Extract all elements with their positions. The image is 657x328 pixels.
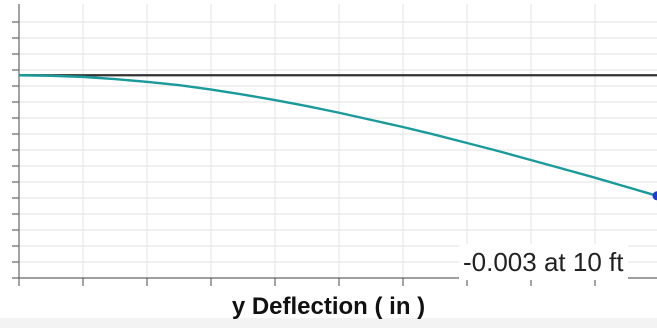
deflection-curve bbox=[18, 74, 657, 197]
end-point-marker bbox=[652, 191, 657, 201]
end-value-annotation: -0.003 at 10 ft bbox=[459, 244, 629, 280]
x-axis-title: y Deflection ( in ) bbox=[231, 293, 426, 320]
footer-strip bbox=[0, 318, 657, 328]
